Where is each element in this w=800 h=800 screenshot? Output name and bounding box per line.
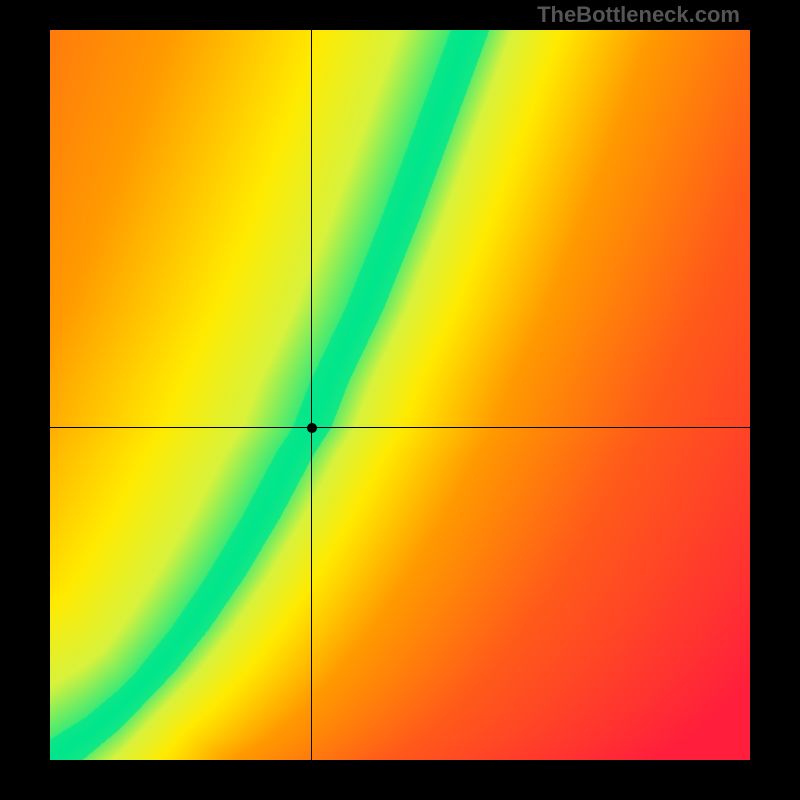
attribution-text: TheBottleneck.com — [537, 2, 740, 28]
crosshair-vertical — [311, 30, 312, 760]
crosshair-marker — [307, 423, 317, 433]
root: TheBottleneck.com — [0, 0, 800, 800]
crosshair-horizontal — [50, 427, 750, 428]
heatmap-canvas — [50, 30, 750, 760]
